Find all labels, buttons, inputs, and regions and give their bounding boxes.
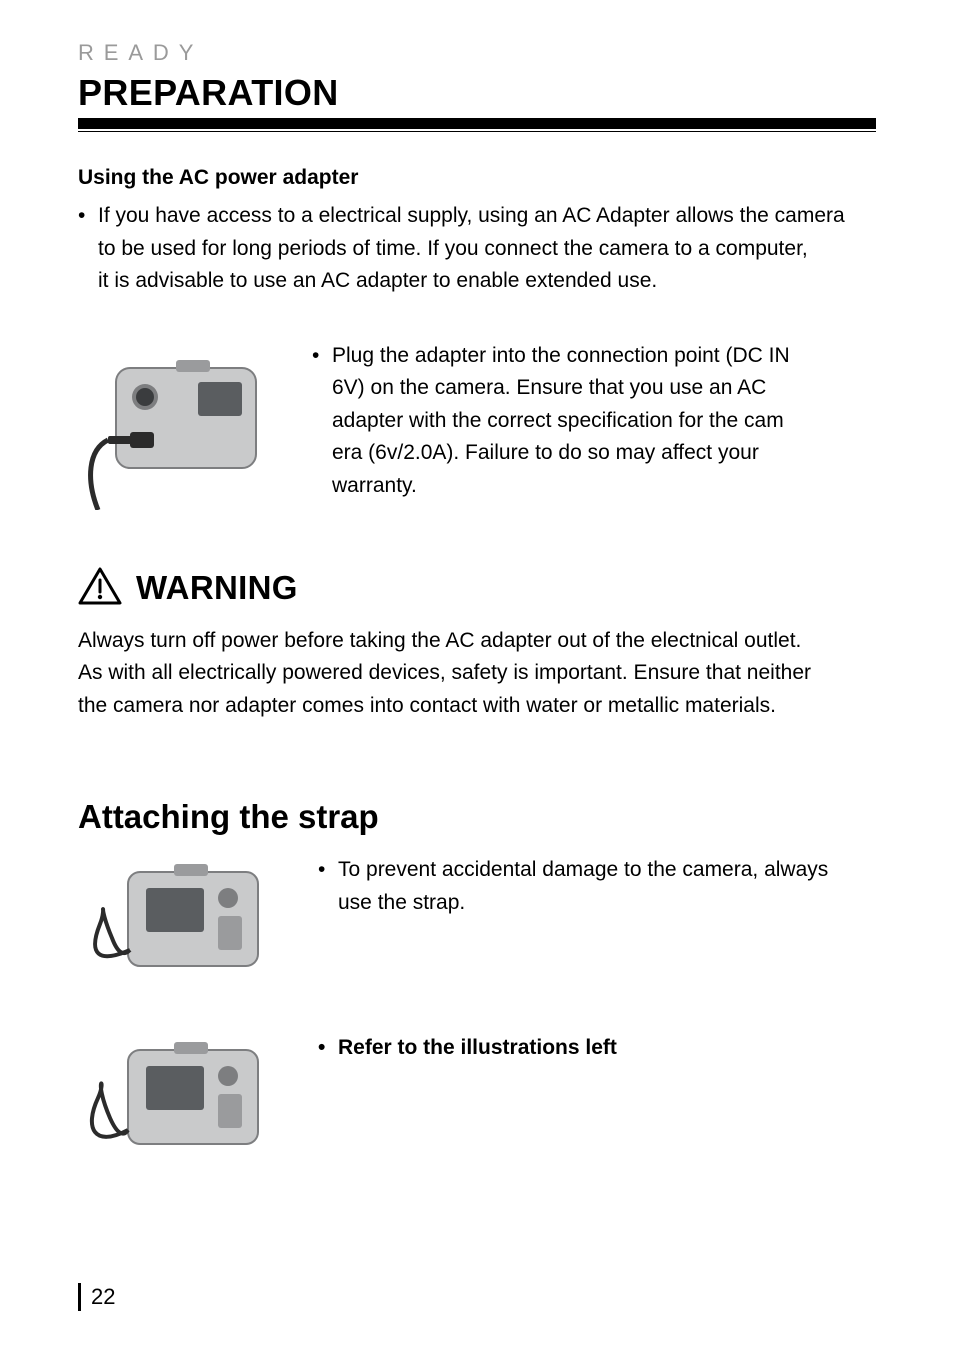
page-number-value: 22: [91, 1284, 115, 1310]
camera-adapter-figure: [78, 340, 278, 510]
strap-row-1: To prevent accidental damage to the came…: [78, 854, 876, 1004]
section1-figpara-line3: adapter with the correct specification f…: [312, 405, 876, 438]
section2-para1-line2: use the strap.: [318, 887, 876, 920]
warning-line3: the camera nor adapter comes into contac…: [78, 690, 876, 723]
section1-figpara-line4: era (6v/2.0A). Failure to do so may affe…: [312, 437, 876, 470]
bullet-icon: [312, 340, 332, 373]
title-rule-thick: [78, 118, 876, 129]
kicker: READY: [78, 40, 876, 66]
section1-figure-text: Plug the adapter into the connection poi…: [312, 340, 876, 503]
warning-para: Always turn off power before taking the …: [78, 625, 876, 723]
warning-block: WARNING Always turn off power before tak…: [78, 566, 876, 723]
section1-figure-row: Plug the adapter into the connection poi…: [78, 340, 876, 510]
section1-para1-line1: If you have access to a electrical suppl…: [98, 200, 845, 233]
strap-row-2: Refer to the illustrations left: [78, 1032, 876, 1182]
section2-para2-text: Refer to the illustrations left: [338, 1032, 617, 1065]
page-number-bar: [78, 1283, 81, 1311]
warning-triangle-icon: [78, 566, 122, 611]
bullet-icon: [78, 200, 98, 233]
section1-figpara-line5: warranty.: [312, 470, 876, 503]
bullet-icon: [318, 854, 338, 887]
warning-title: WARNING: [136, 569, 298, 607]
warning-heading: WARNING: [78, 566, 876, 611]
camera-strap-figure-2: [78, 1032, 274, 1182]
section2-title: Attaching the strap: [78, 798, 876, 836]
section2-para1-line1: To prevent accidental damage to the came…: [338, 854, 828, 887]
section1-para1-line3: it is advisable to use an AC adapter to …: [78, 265, 876, 298]
section2-para2: Refer to the illustrations left: [318, 1032, 876, 1065]
warning-line1: Always turn off power before taking the …: [78, 625, 876, 658]
warning-line2: As with all electrically powered devices…: [78, 657, 876, 690]
section1-para1: If you have access to a electrical suppl…: [78, 200, 876, 298]
section1-figpara-line1: Plug the adapter into the connection poi…: [332, 340, 790, 373]
section1-para1-line2: to be used for long periods of time. If …: [78, 233, 876, 266]
page-number: 22: [78, 1283, 115, 1311]
title-rule-thin: [78, 131, 876, 132]
section2-para1: To prevent accidental damage to the came…: [318, 854, 876, 919]
section1-figpara-line2: 6V) on the camera. Ensure that you use a…: [312, 372, 876, 405]
camera-strap-figure-1: [78, 854, 274, 1004]
page-title: PREPARATION: [78, 72, 876, 114]
bullet-icon: [318, 1032, 338, 1065]
page: READY PREPARATION Using the AC power ada…: [0, 0, 954, 1355]
section1-subhead: Using the AC power adapter: [78, 166, 876, 190]
section2: Attaching the strap To prevent accidenta…: [78, 798, 876, 1182]
